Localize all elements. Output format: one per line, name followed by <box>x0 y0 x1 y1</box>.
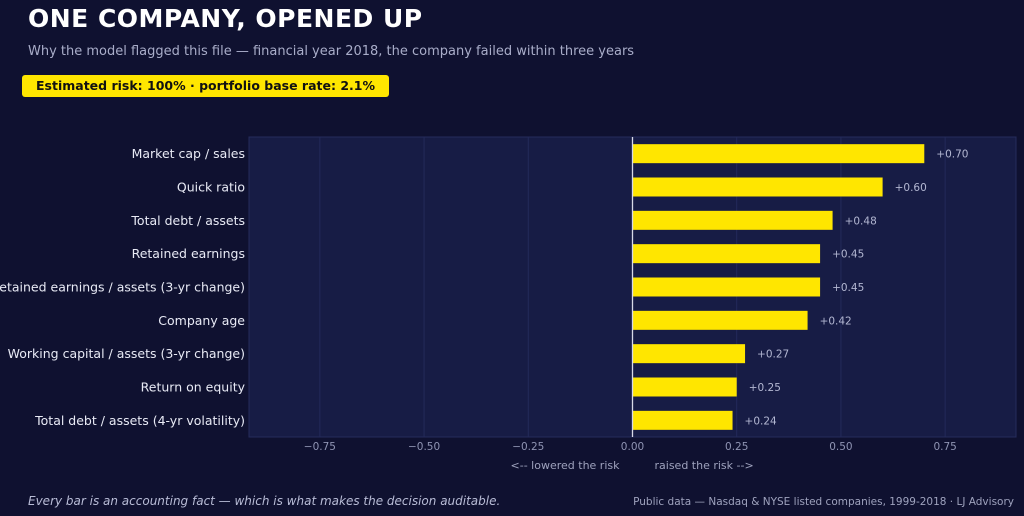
x-axis-label-left: <-- lowered the risk <box>511 459 621 472</box>
x-tick-label: 0.75 <box>933 441 956 453</box>
page-subtitle: Why the model flagged this file — financ… <box>28 44 635 59</box>
x-axis-label-right: raised the risk --> <box>655 459 754 472</box>
y-category-label: Quick ratio <box>177 180 245 195</box>
bar-value-label: +0.45 <box>832 249 864 261</box>
bar-value-label: +0.45 <box>832 282 864 294</box>
bar <box>632 277 821 297</box>
source-credit: Public data — Nasdaq & NYSE listed compa… <box>633 496 1014 508</box>
bar <box>632 144 925 164</box>
bar <box>632 310 808 330</box>
y-category-label: Market cap / sales <box>132 146 245 161</box>
x-tick-label: 0.25 <box>725 441 748 453</box>
bar-value-label: +0.48 <box>845 215 877 227</box>
bar-value-label: +0.24 <box>745 415 777 427</box>
x-tick-label: −0.50 <box>408 441 440 453</box>
bar <box>632 177 883 197</box>
page-title: ONE COMPANY, OPENED UP <box>28 4 423 33</box>
bar <box>632 244 821 264</box>
x-tick-label: −0.75 <box>304 441 336 453</box>
y-category-label: Total debt / assets <box>130 213 245 228</box>
footnote: Every bar is an accounting fact — which … <box>28 494 501 508</box>
y-category-label: Working capital / assets (3-yr change) <box>8 346 245 361</box>
bar-value-label: +0.27 <box>757 349 789 361</box>
y-category-label: Retained earnings / assets (3-yr change) <box>0 280 245 295</box>
bar-value-label: +0.25 <box>749 382 781 394</box>
risk-badge: Estimated risk: 100% · portfolio base ra… <box>22 75 390 97</box>
x-tick-label: 0.00 <box>621 441 644 453</box>
bar <box>632 210 833 230</box>
y-category-label: Company age <box>158 313 245 328</box>
bar <box>632 377 737 397</box>
y-category-label: Retained earnings <box>132 246 245 261</box>
bar-value-label: +0.70 <box>936 149 968 161</box>
bar <box>632 344 746 364</box>
bar-value-label: +0.60 <box>895 182 927 194</box>
x-tick-label: 0.50 <box>829 441 852 453</box>
y-category-label: Return on equity <box>141 380 246 395</box>
bar <box>632 410 733 430</box>
bar-value-label: +0.42 <box>820 315 852 327</box>
y-category-label: Total debt / assets (4-yr volatility) <box>34 413 245 428</box>
x-tick-label: −0.25 <box>512 441 544 453</box>
